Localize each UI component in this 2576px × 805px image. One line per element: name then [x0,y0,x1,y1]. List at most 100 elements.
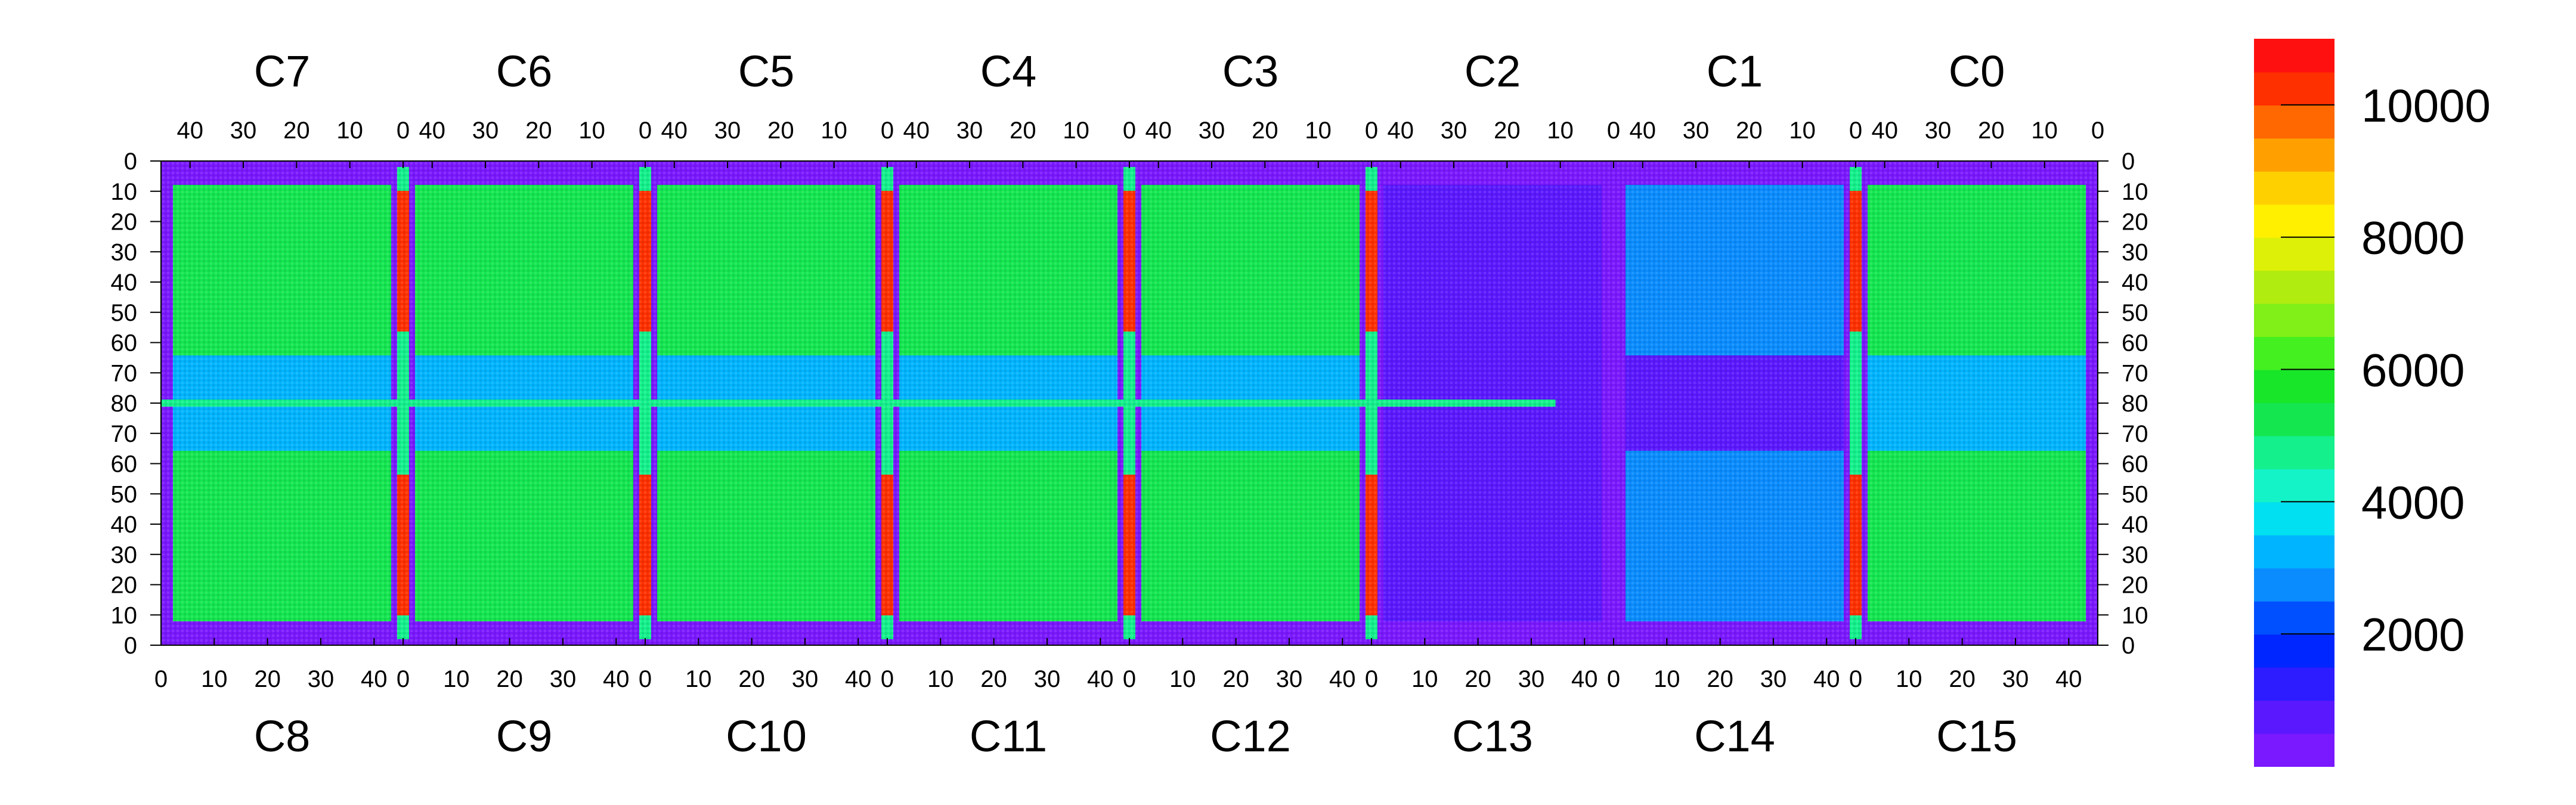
y-tick-label-left: 40 [111,270,138,296]
y-tick-label-left: 50 [111,481,138,507]
top-x-tick-label: 20 [1978,117,2005,144]
heatmap-plot-area [160,160,2098,646]
chip-label-bottom: C9 [496,711,553,761]
y-tick-label-right: 0 [2122,633,2135,659]
chip-label-top: C5 [738,47,795,96]
bottom-x-tick-label: 10 [685,666,712,692]
bottom-x-tick-label: 0 [397,666,410,692]
y-tick-label-left: 60 [111,330,138,357]
colorbar-swatch [2254,435,2334,469]
y-tick-label-right: 30 [2122,239,2148,265]
y-tick-label-left: 0 [124,148,137,175]
y-tick-label-left: 50 [111,300,138,326]
colorbar-swatch [2254,733,2334,767]
bottom-x-tick-label: 10 [1896,666,1922,692]
top-x-tick-label: 20 [1736,117,1763,144]
bottom-x-tick-label: 30 [308,666,335,692]
y-tick-label-right: 40 [2122,270,2148,296]
colorbar-swatch [2254,336,2334,370]
top-x-tick-label: 10 [1305,117,1332,144]
top-x-tick-label: 0 [639,117,652,144]
y-tick-label-left: 60 [111,451,138,478]
bottom-x-tick-label: 30 [2002,666,2029,692]
bottom-x-tick-label: 10 [201,666,228,692]
y-tick-label-right: 40 [2122,512,2148,538]
y-tick-label-right: 50 [2122,481,2148,507]
top-x-tick-label: 10 [336,117,363,144]
colorbar-tick-label: 10000 [2361,79,2491,132]
colorbar-swatch [2254,501,2334,535]
top-x-tick-label: 30 [1683,117,1710,144]
top-x-tick-label: 40 [661,117,688,144]
bottom-x-tick-label: 0 [639,666,652,692]
top-x-tick-label: 40 [903,117,930,144]
chip-label-bottom: C10 [726,711,807,761]
top-x-tick-label: 0 [2091,117,2104,144]
y-tick-label-left: 70 [111,421,138,447]
bottom-x-tick-label: 40 [1087,666,1114,692]
y-tick-label-right: 80 [2122,391,2148,417]
chip-label-top: C6 [496,47,553,96]
bottom-x-tick-label: 20 [1222,666,1249,692]
colorbar-swatch [2254,237,2334,271]
top-x-tick-label: 30 [714,117,741,144]
top-x-tick-label: 40 [1871,117,1898,144]
texture-overlay [161,161,2098,645]
top-x-tick-label: 10 [578,117,605,144]
y-tick-label-left: 20 [111,209,138,236]
colorbar-tick-label: 4000 [2361,476,2465,528]
top-x-tick-label: 40 [177,117,203,144]
bottom-x-tick-label: 20 [1707,666,1733,692]
top-x-tick-label: 40 [419,117,445,144]
chip-label-bottom: C15 [1936,711,2017,761]
top-x-tick-label: 30 [1441,117,1467,144]
bottom-x-tick-label: 0 [154,666,168,692]
top-x-tick-label: 10 [1789,117,1816,144]
bottom-x-tick-label: 0 [881,666,894,692]
top-x-tick-label: 0 [397,117,410,144]
colorbar-swatch [2254,700,2334,734]
bottom-x-tick-label: 30 [1760,666,1787,692]
bottom-x-tick-label: 10 [1169,666,1196,692]
y-tick-label-right: 30 [2122,542,2148,568]
y-tick-label-right: 10 [2122,602,2148,628]
y-tick-label-left: 20 [111,572,138,599]
bottom-x-tick-label: 40 [1329,666,1356,692]
top-x-tick-label: 10 [1547,117,1574,144]
top-x-tick-label: 10 [2031,117,2058,144]
y-tick-label-right: 10 [2122,179,2148,205]
bottom-x-tick-label: 40 [603,666,630,692]
chip-label-bottom: C13 [1452,711,1533,761]
y-tick-label-left: 40 [111,512,138,538]
y-tick-label-left: 80 [111,391,138,417]
colorbar-swatch [2254,39,2334,73]
y-tick-label-right: 20 [2122,572,2148,599]
colorbar-swatch [2254,138,2334,172]
bottom-x-tick-label: 20 [496,666,523,692]
y-tick-label-right: 60 [2122,330,2148,357]
top-x-tick-label: 20 [767,117,794,144]
top-x-tick-label: 30 [956,117,983,144]
colorbar-swatch [2254,600,2334,635]
chip-label-bottom: C14 [1694,711,1775,761]
y-tick-label-right: 60 [2122,451,2148,478]
y-tick-label-left: 30 [111,542,138,568]
y-tick-label-left: 10 [111,179,138,205]
y-tick-label-right: 0 [2122,148,2135,175]
colorbar-swatch [2254,171,2334,205]
chip-label-top: C3 [1222,47,1279,96]
bottom-x-tick-label: 40 [2055,666,2082,692]
bottom-x-tick-label: 20 [1949,666,1976,692]
y-tick-label-right: 50 [2122,300,2148,326]
bottom-x-tick-label: 30 [1276,666,1303,692]
bottom-x-tick-label: 20 [1465,666,1491,692]
top-x-tick-label: 30 [472,117,499,144]
colorbar-swatch [2254,468,2334,503]
top-x-tick-label: 20 [1010,117,1036,144]
colorbar-swatch [2254,369,2334,403]
bottom-x-tick-label: 20 [738,666,765,692]
top-x-tick-label: 30 [1199,117,1225,144]
colorbar-swatch [2254,72,2334,106]
y-tick-label-right: 20 [2122,209,2148,236]
bottom-x-tick-label: 30 [550,666,577,692]
